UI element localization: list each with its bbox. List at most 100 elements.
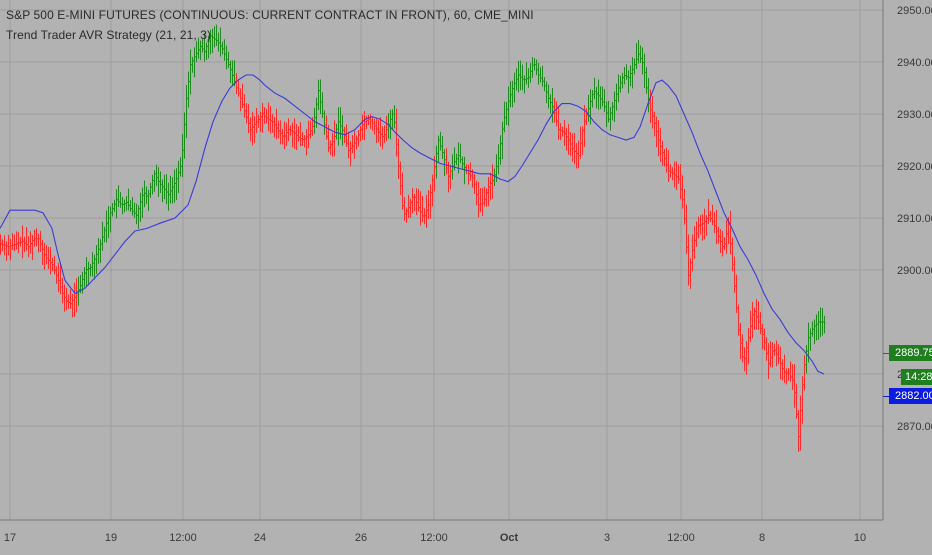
price-bar [253, 116, 256, 143]
price-bar [21, 225, 24, 259]
price-bar [151, 174, 154, 195]
price-bar [783, 354, 786, 384]
price-bar [515, 68, 518, 91]
x-tick-label: 12:00 [169, 532, 197, 544]
price-bar [589, 89, 592, 125]
price-bar [719, 229, 722, 253]
price-bar [275, 108, 278, 140]
price-bar [83, 267, 86, 288]
price-bar [475, 180, 478, 206]
price-bar [309, 120, 312, 139]
price-bar [699, 215, 702, 235]
price-bar [535, 59, 538, 76]
price-bar [19, 236, 22, 247]
price-bar [607, 100, 610, 123]
price-bar [221, 41, 224, 55]
price-bar [181, 134, 184, 178]
price-bar [421, 196, 424, 223]
price-bar [27, 236, 30, 258]
price-bar [395, 108, 398, 157]
price-bar [649, 89, 652, 124]
price-bar [171, 177, 174, 204]
price-bar [693, 226, 696, 260]
price-bar [639, 45, 642, 64]
price-bar [755, 299, 758, 330]
indicator-legend[interactable]: Trend Trader AVR Strategy (21, 21, 3) [6, 28, 212, 42]
price-bar [561, 126, 564, 137]
price-bar [663, 149, 666, 167]
price-bar [821, 307, 824, 336]
price-bar [721, 230, 724, 257]
price-bar [513, 72, 516, 103]
price-bar [593, 77, 596, 100]
avr-line [0, 74, 825, 375]
price-bar [413, 193, 416, 211]
price-bar [669, 164, 672, 178]
price-bar [681, 175, 684, 209]
price-bar [505, 101, 508, 126]
price-bar [563, 119, 566, 146]
price-bar [7, 234, 10, 256]
price-bar [747, 328, 750, 365]
price-bar [87, 261, 90, 286]
price-bar [289, 125, 292, 136]
price-bar [363, 111, 366, 141]
price-bar [205, 42, 208, 60]
price-bar [35, 228, 38, 247]
price-bar [779, 346, 782, 380]
x-tick-label: 8 [759, 532, 765, 544]
price-bar [761, 323, 764, 350]
price-bar [447, 161, 450, 193]
x-tick-label: 26 [355, 532, 367, 544]
price-bar [425, 194, 428, 228]
price-bar [323, 110, 326, 135]
price-bar [217, 32, 220, 52]
price-bar [191, 56, 194, 73]
price-bar [229, 60, 232, 83]
price-bar [615, 83, 618, 111]
price-bar [773, 343, 776, 357]
x-tick-label: 17 [4, 532, 16, 544]
price-bar [667, 150, 670, 183]
price-bar [525, 62, 528, 85]
price-bar [815, 314, 818, 341]
price-bar [153, 170, 156, 192]
price-bar [611, 101, 614, 121]
price-bar [623, 67, 626, 85]
price-bar [51, 257, 54, 271]
price-bar [573, 132, 576, 165]
price-bar [551, 88, 554, 123]
price-bar [753, 307, 756, 330]
price-bar [71, 293, 74, 318]
price-bar [679, 164, 682, 200]
price-bar [17, 232, 20, 254]
price-bar [509, 81, 512, 107]
price-bar [155, 164, 158, 186]
price-bar [455, 153, 458, 166]
price-bar [133, 202, 136, 218]
x-tick-label: 24 [254, 532, 266, 544]
price-bar [431, 174, 434, 207]
price-bar [629, 65, 632, 87]
price-bar [337, 107, 340, 146]
price-bar [145, 186, 148, 204]
x-tick-label: 10 [854, 532, 866, 544]
price-bar [531, 57, 534, 78]
price-bar [95, 245, 98, 274]
price-bar [423, 208, 426, 225]
price-bar [341, 115, 344, 146]
price-bar [625, 64, 628, 80]
price-bar [433, 156, 436, 192]
price-bar [467, 164, 470, 185]
price-bar [377, 119, 380, 143]
price-bar [9, 238, 12, 261]
price-bar [351, 135, 354, 154]
price-bar [441, 136, 444, 159]
price-bar [107, 205, 110, 239]
price-bar [59, 264, 62, 295]
price-bar [463, 156, 466, 185]
price-bar [771, 342, 774, 368]
